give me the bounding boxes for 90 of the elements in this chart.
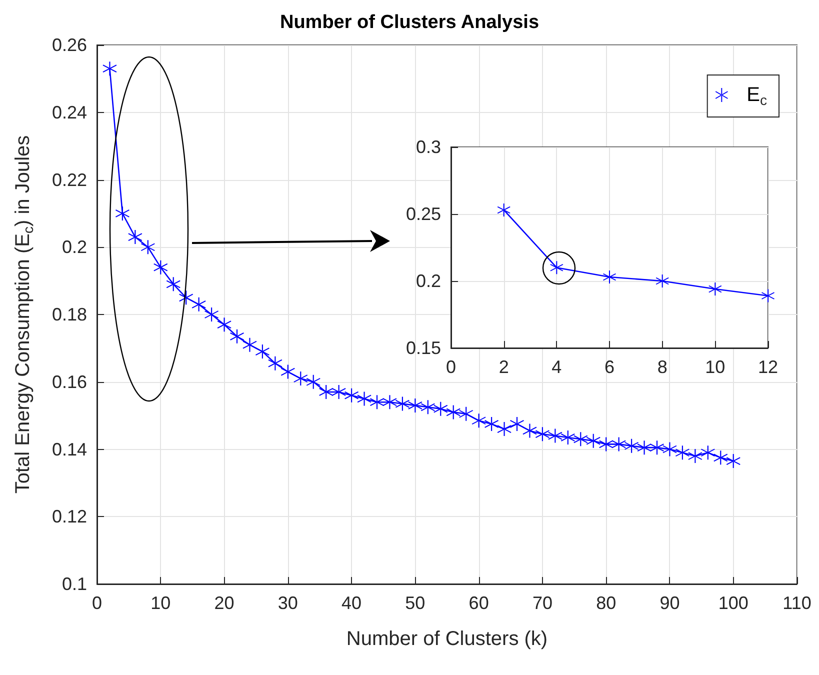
y-tick-label: 0.12 <box>52 506 87 527</box>
x-tick-label: 2 <box>498 357 509 377</box>
point <box>700 446 715 460</box>
point <box>624 438 639 453</box>
y-tick-label: 0.18 <box>52 304 87 324</box>
point <box>484 416 499 431</box>
point <box>294 372 308 386</box>
point <box>242 338 257 352</box>
point <box>675 446 690 460</box>
point <box>255 344 270 359</box>
x-tick-label: 0 <box>446 357 456 377</box>
x-axis-title: Number of Clusters (k) <box>346 628 548 650</box>
chart-title: Number of Clusters Analysis <box>280 12 540 33</box>
y-tick-label: 0.16 <box>52 372 87 392</box>
point <box>497 203 510 216</box>
x-tick-label: 70 <box>532 593 552 613</box>
point <box>319 384 334 399</box>
point <box>280 364 295 379</box>
x-tick-label: 60 <box>468 593 489 613</box>
y-tick-label: 0.26 <box>52 35 87 55</box>
point <box>637 440 652 455</box>
point <box>102 62 117 76</box>
x-tick-label: 100 <box>718 593 748 613</box>
point <box>535 427 550 442</box>
point <box>762 289 774 302</box>
point <box>166 277 180 292</box>
x-tick-label: 80 <box>596 593 616 613</box>
y-tick-label: 0.3 <box>416 137 441 157</box>
point <box>357 392 372 406</box>
y-tick-label: 0.1 <box>62 574 87 594</box>
point <box>408 398 422 412</box>
point <box>612 437 626 452</box>
x-tick-label: 10 <box>150 593 171 613</box>
point <box>344 388 359 402</box>
point <box>230 329 244 344</box>
point <box>708 282 722 296</box>
point <box>688 448 702 463</box>
point <box>603 270 616 284</box>
point <box>560 430 575 444</box>
point <box>522 424 537 438</box>
y-tick-label: 0.15 <box>406 338 441 358</box>
y-axis-title: Total Energy Consumption (Ec) in Joules <box>12 135 36 494</box>
x-tick-label: 10 <box>705 357 726 377</box>
point <box>434 402 448 416</box>
point <box>154 260 168 274</box>
point <box>586 434 600 448</box>
point <box>510 416 524 431</box>
point <box>650 440 664 455</box>
point <box>459 406 474 421</box>
point <box>472 414 486 428</box>
x-tick-label: 4 <box>552 357 562 377</box>
point <box>370 395 384 410</box>
x-tick-label: 6 <box>604 357 615 377</box>
y-tick-label: 0.2 <box>62 237 87 258</box>
point <box>574 432 588 446</box>
x-tick-label: 50 <box>405 593 426 613</box>
point <box>395 396 410 411</box>
point <box>662 442 677 456</box>
point <box>140 240 155 254</box>
y-tick-label: 0.2 <box>416 271 441 291</box>
point <box>217 318 232 332</box>
y-tick-label: 0.22 <box>52 170 87 190</box>
point <box>656 274 669 288</box>
point <box>548 428 562 443</box>
point <box>599 437 614 452</box>
point <box>726 454 740 468</box>
x-tick-label: 40 <box>342 593 362 613</box>
point <box>306 374 320 389</box>
point <box>204 308 219 322</box>
x-tick-label: 30 <box>278 593 298 613</box>
x-tick-label: 20 <box>214 593 234 613</box>
point <box>420 400 435 414</box>
point <box>128 230 142 244</box>
y-tick-label: 0.25 <box>406 204 441 224</box>
point <box>332 384 346 399</box>
y-tick-label: 0.14 <box>52 439 87 460</box>
x-tick-label: 0 <box>92 593 102 613</box>
point <box>268 356 282 370</box>
point <box>714 450 728 465</box>
x-tick-label: 8 <box>657 357 668 377</box>
y-tick-label: 0.24 <box>52 102 87 122</box>
x-tick-label: 12 <box>758 357 778 377</box>
point <box>179 290 194 305</box>
point <box>382 395 397 410</box>
point <box>115 206 130 220</box>
x-tick-label: 110 <box>782 593 812 613</box>
point <box>192 297 206 312</box>
point <box>497 422 512 436</box>
x-tick-label: 90 <box>660 593 680 613</box>
point <box>446 405 460 420</box>
